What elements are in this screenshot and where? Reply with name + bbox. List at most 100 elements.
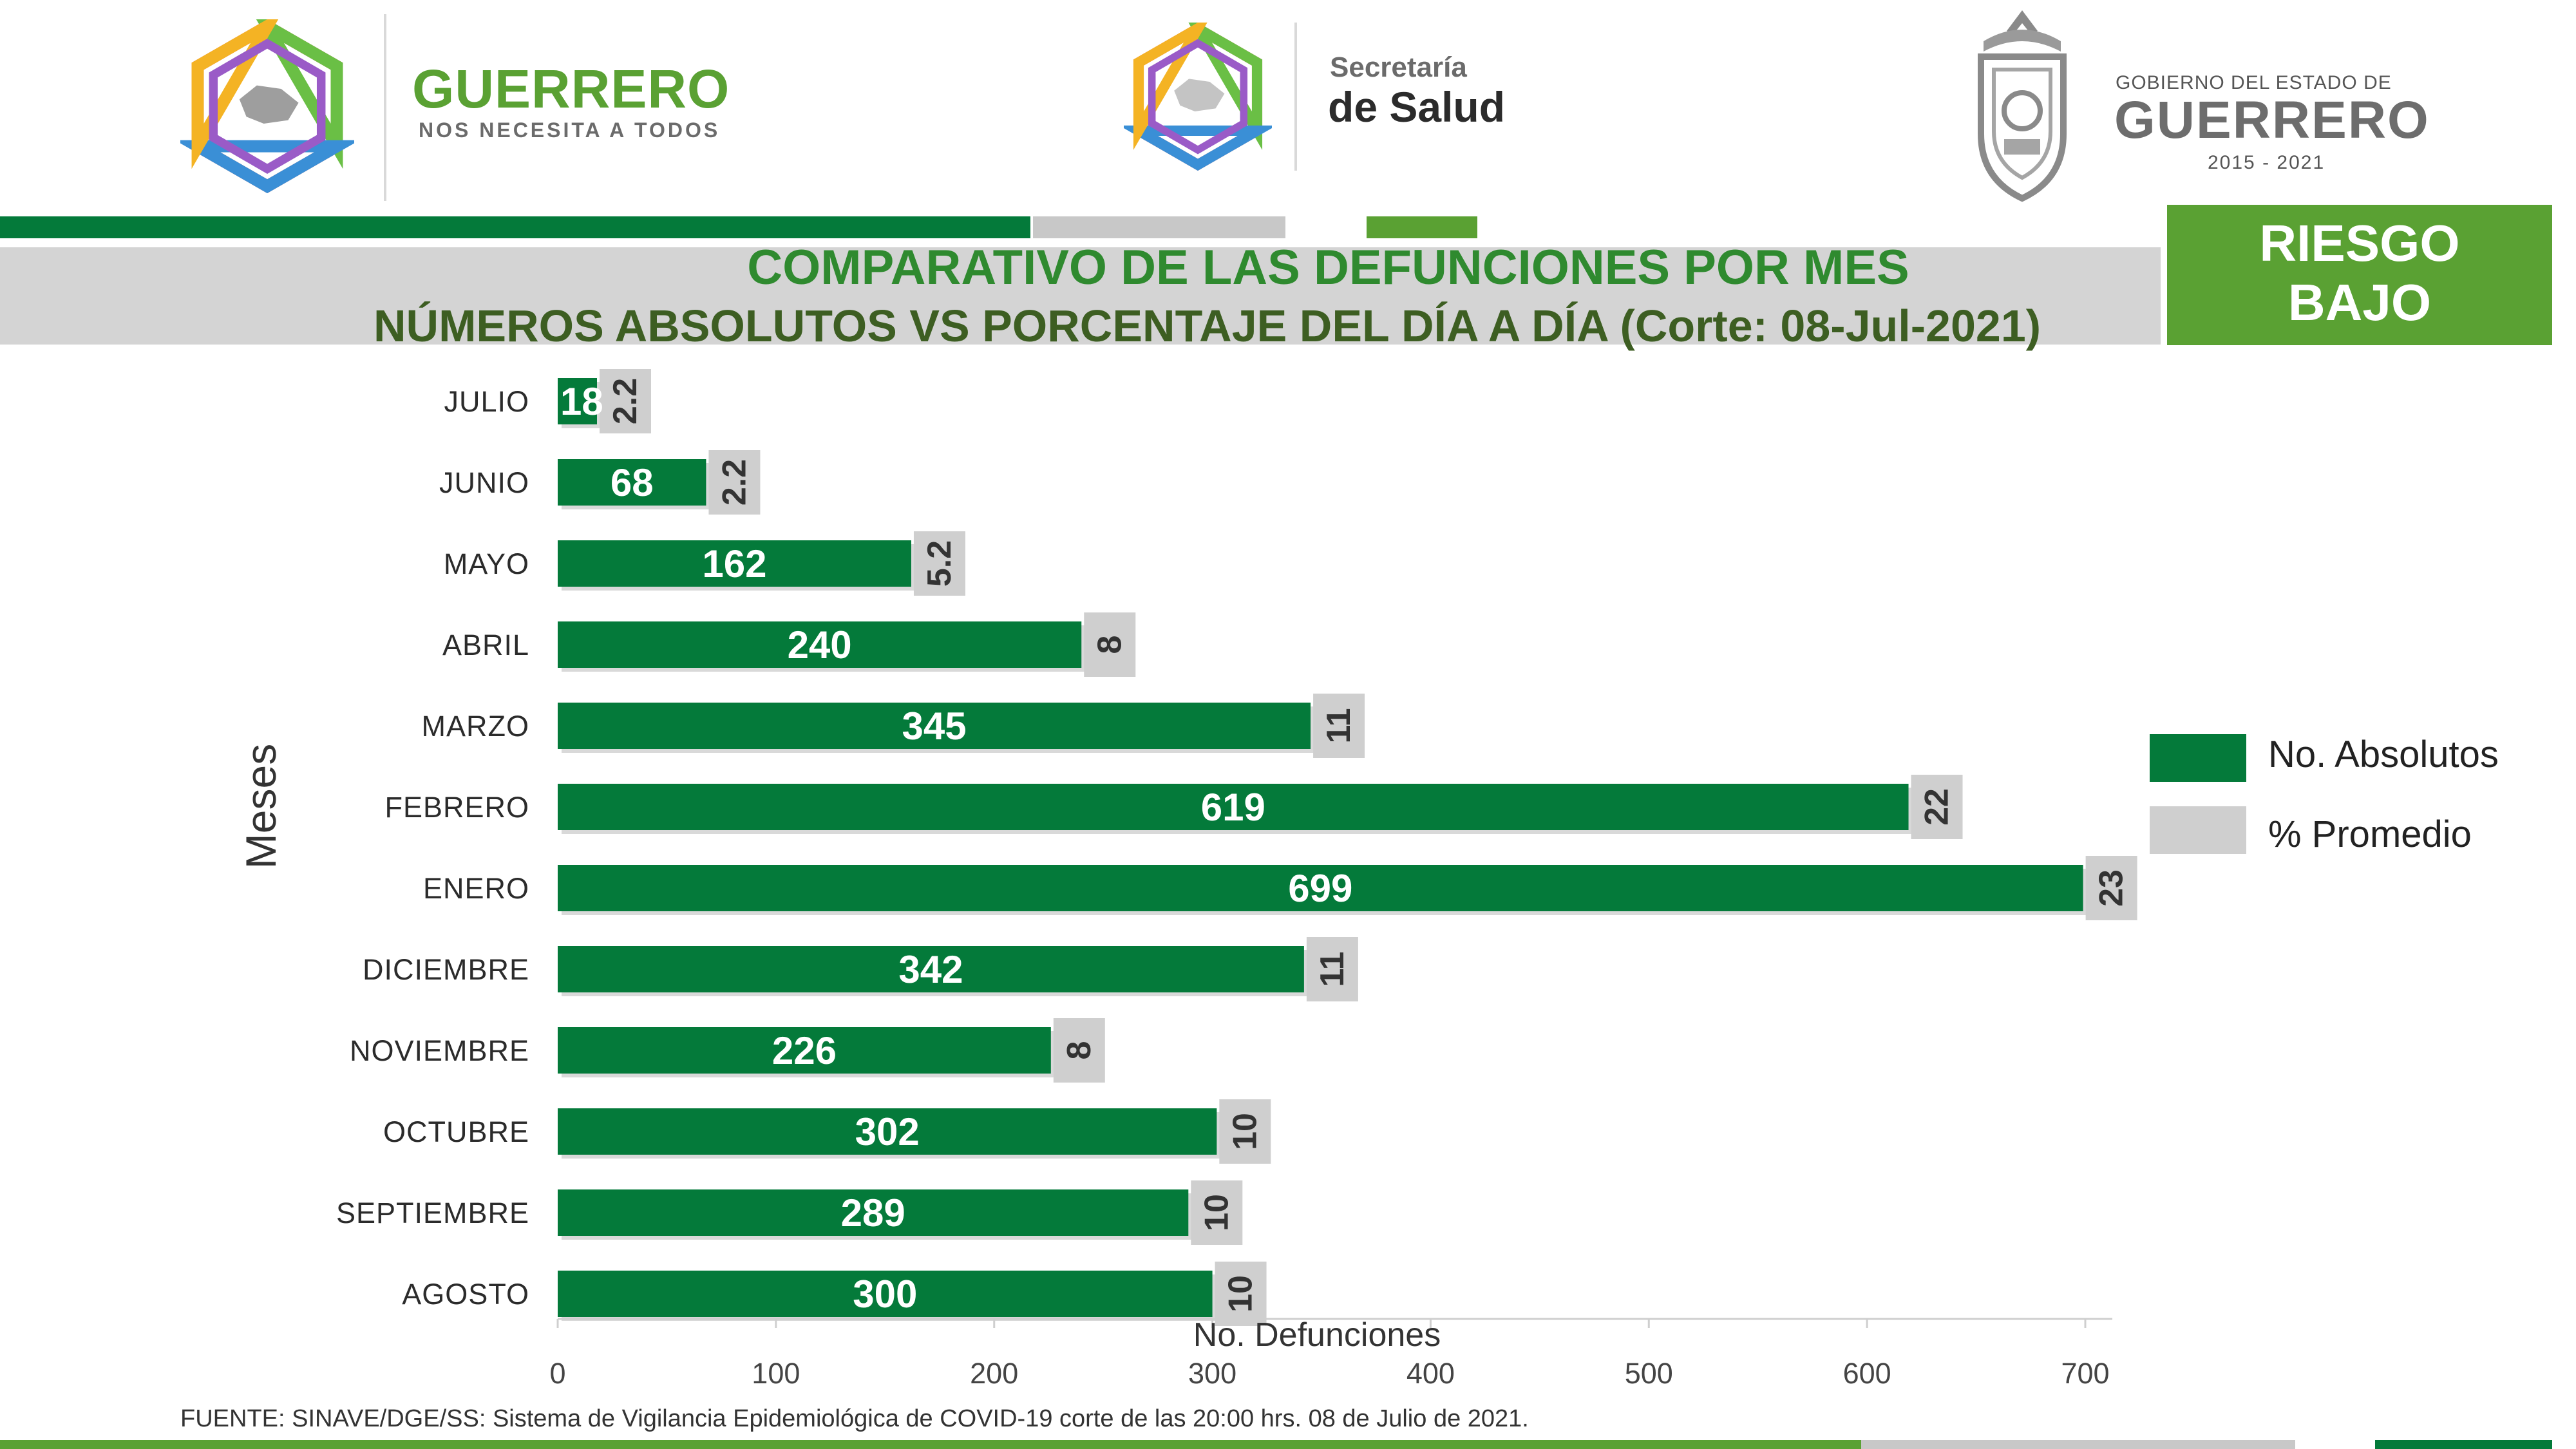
source-note: FUENTE: SINAVE/DGE/SS: Sistema de Vigila… [180,1405,1529,1432]
promedio-value-label-mayo: 5.2 [921,540,958,587]
promedio-value-label-agosto: 10 [1222,1275,1260,1312]
absolutos-value-label-noviembre: 226 [772,1029,837,1072]
legend-swatch-absolutos [2150,734,2246,782]
category-label-agosto: AGOSTO [402,1278,529,1311]
y-axis-title: Meses [237,744,285,869]
bar-group: 2.218JULIO2.268JUNIO5.2162MAYO8240ABRIL1… [336,369,2137,1326]
guerrero-ring-logo [180,19,354,193]
legend-label-promedio: % Promedio [2268,813,2472,855]
bar-absolutos-febrero [558,784,1909,830]
risk-badge: RIESGO BAJO [2167,205,2552,345]
bar-promedio-mayo [913,531,965,596]
absolutos-value-label-octubre: 302 [855,1110,920,1153]
promedio-value-label-diciembre: 11 [1314,952,1351,987]
category-label-abril: ABRIL [442,629,529,661]
top-stripe-accent [1367,216,1477,238]
title-band [0,247,2161,345]
risk-badge-line2: BAJO [2287,274,2432,331]
salud-ring-logo [1124,23,1272,171]
x-tick-label-300: 300 [1188,1357,1236,1390]
category-label-marzo: MARZO [422,710,530,743]
salud-logo-line1: Secretaría [1330,52,1467,83]
x-tick-label-100: 100 [752,1357,800,1390]
legend-label-absolutos: No. Absolutos [2268,734,2499,775]
header-divider [384,14,386,201]
category-label-septiembre: SEPTIEMBRE [336,1197,529,1229]
category-label-febrero: FEBRERO [384,791,529,824]
x-tick-label-0: 0 [549,1357,565,1390]
bar-promedio-octubre [1219,1099,1271,1164]
coat-of-arms-icon [1978,10,2067,202]
x-tick-label-400: 400 [1406,1357,1455,1390]
category-label-enero: ENERO [423,872,529,905]
bar-promedio-julio [599,369,651,433]
absolutos-value-label-agosto: 300 [853,1273,917,1316]
absolutos-value-label-junio: 68 [611,461,654,504]
x-tick-label-700: 700 [2061,1357,2109,1390]
category-label-diciembre: DICIEMBRE [363,953,529,986]
bar-promedio-abril [1084,612,1136,677]
bar-promedio-agosto [1215,1262,1267,1326]
bar-absolutos-diciembre [558,946,1304,992]
category-label-junio: JUNIO [439,466,529,499]
promedio-value-label-noviembre: 8 [1061,1041,1098,1060]
category-label-mayo: MAYO [444,547,529,580]
promedio-value-label-octubre: 10 [1226,1113,1264,1150]
promedio-value-label-abril: 8 [1091,636,1128,654]
guerrero-logo-title: GUERRERO [412,59,730,119]
bar-absolutos-enero [558,865,2083,911]
promedio-value-label-septiembre: 10 [1198,1194,1235,1231]
gobierno-logo-line2: GUERRERO [2114,91,2430,149]
bar-promedio-diciembre [1306,937,1358,1001]
promedio-value-label-julio: 2.2 [607,378,644,424]
bar-absolutos-octubre [558,1108,1217,1155]
bar-promedio-septiembre [1191,1180,1243,1245]
promedio-value-label-febrero: 22 [1918,788,1956,826]
x-tick-group: 0 100 200 300 400 500 600 700 [549,1319,2110,1390]
absolutos-value-label-abril: 240 [788,623,852,667]
bar-absolutos-agosto [558,1271,1213,1317]
salud-logo-line2: de Salud [1328,83,1506,131]
bar-promedio-marzo [1313,694,1365,758]
category-label-octubre: OCTUBRE [383,1115,529,1148]
bottom-stripe-green [0,1440,1861,1449]
category-label-noviembre: NOVIEMBRE [350,1034,529,1067]
risk-badge-line1: RIESGO [2259,214,2460,272]
bar-promedio-junio [708,450,761,515]
bar-absolutos-septiembre [558,1189,1189,1236]
x-tick-label-500: 500 [1625,1357,1673,1390]
absolutos-value-label-septiembre: 289 [841,1191,905,1235]
bar-absolutos-mayo [558,540,911,587]
bar-absolutos-marzo [558,703,1311,749]
promedio-value-label-marzo: 11 [1320,708,1358,744]
chart-subtitle: NÚMEROS ABSOLUTOS VS PORCENTAJE DEL DÍA … [374,301,2041,351]
category-label-julio: JULIO [444,385,529,418]
x-tick-label-200: 200 [970,1357,1018,1390]
bar-promedio-noviembre [1053,1018,1105,1083]
absolutos-value-label-julio: 18 [560,380,603,423]
absolutos-value-label-mayo: 162 [702,542,766,585]
x-tick-label-600: 600 [1843,1357,1891,1390]
bar-promedio-enero [2085,856,2137,920]
bar-absolutos-julio [558,378,597,424]
bar-absolutos-noviembre [558,1027,1051,1074]
promedio-value-label-enero: 23 [2093,869,2130,907]
bar-promedio-febrero [1911,775,1963,839]
bottom-stripe-gray [1861,1440,2295,1449]
legend-swatch-promedio [2150,806,2246,854]
bar-absolutos-junio [558,459,706,506]
absolutos-value-label-febrero: 619 [1201,786,1265,829]
gobierno-logo-line3: 2015 - 2021 [2208,152,2325,173]
guerrero-logo-tagline: NOS NECESITA A TODOS [419,118,721,142]
bar-absolutos-abril [558,621,1082,668]
chart-title: COMPARATIVO DE LAS DEFUNCIONES POR MES [747,240,1909,295]
absolutos-value-label-enero: 699 [1288,867,1352,910]
top-stripe-green [0,216,1030,238]
salud-divider [1294,23,1297,171]
absolutos-value-label-diciembre: 342 [898,948,963,991]
x-axis-title: No. Defunciones [1193,1316,1441,1354]
gobierno-logo-line1: GOBIERNO DEL ESTADO DE [2116,72,2392,93]
absolutos-value-label-marzo: 345 [902,705,966,748]
bottom-stripe-dark [2375,1440,2552,1449]
